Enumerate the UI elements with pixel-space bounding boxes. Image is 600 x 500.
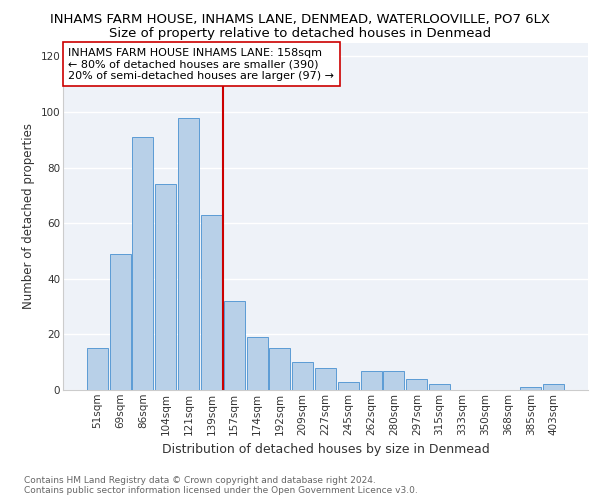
Bar	[269, 348, 290, 390]
Bar	[520, 387, 541, 390]
Bar	[338, 382, 359, 390]
Text: Size of property relative to detached houses in Denmead: Size of property relative to detached ho…	[109, 28, 491, 40]
Y-axis label: Number of detached properties: Number of detached properties	[22, 123, 35, 309]
Text: INHAMS FARM HOUSE, INHAMS LANE, DENMEAD, WATERLOOVILLE, PO7 6LX: INHAMS FARM HOUSE, INHAMS LANE, DENMEAD,…	[50, 12, 550, 26]
Bar	[178, 118, 199, 390]
Bar	[87, 348, 108, 390]
Bar	[155, 184, 176, 390]
Bar	[247, 337, 268, 390]
Text: INHAMS FARM HOUSE INHAMS LANE: 158sqm
← 80% of detached houses are smaller (390): INHAMS FARM HOUSE INHAMS LANE: 158sqm ← …	[68, 48, 334, 81]
Bar	[406, 379, 427, 390]
X-axis label: Distribution of detached houses by size in Denmead: Distribution of detached houses by size …	[161, 443, 490, 456]
Bar	[361, 370, 382, 390]
Text: Contains HM Land Registry data © Crown copyright and database right 2024.
Contai: Contains HM Land Registry data © Crown c…	[24, 476, 418, 495]
Bar	[292, 362, 313, 390]
Bar	[201, 215, 222, 390]
Bar	[224, 301, 245, 390]
Bar	[429, 384, 450, 390]
Bar	[383, 370, 404, 390]
Bar	[543, 384, 564, 390]
Bar	[315, 368, 336, 390]
Bar	[110, 254, 131, 390]
Bar	[133, 137, 154, 390]
